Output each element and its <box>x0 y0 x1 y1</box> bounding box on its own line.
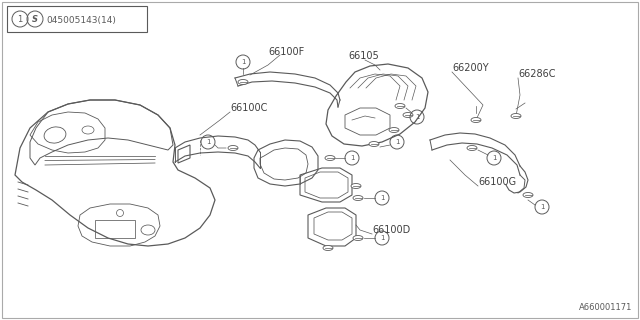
Text: 66100F: 66100F <box>268 47 304 57</box>
Text: 66286C: 66286C <box>518 69 556 79</box>
Text: 1: 1 <box>492 155 496 161</box>
Ellipse shape <box>351 183 361 188</box>
Ellipse shape <box>395 103 405 108</box>
Text: 1: 1 <box>380 235 384 241</box>
Text: 66105: 66105 <box>348 51 379 61</box>
Ellipse shape <box>325 156 335 161</box>
Text: 1: 1 <box>540 204 544 210</box>
Text: 1: 1 <box>205 139 211 145</box>
Text: 1: 1 <box>415 114 419 120</box>
Bar <box>7 6 147 32</box>
Ellipse shape <box>511 114 521 118</box>
Text: 66100G: 66100G <box>478 177 516 187</box>
Text: 1: 1 <box>395 139 399 145</box>
Ellipse shape <box>403 113 413 117</box>
Text: 66200Y: 66200Y <box>452 63 488 73</box>
Text: 66100C: 66100C <box>230 103 268 113</box>
Text: 1: 1 <box>380 195 384 201</box>
Text: 1: 1 <box>349 155 355 161</box>
Text: 1: 1 <box>17 14 22 23</box>
Ellipse shape <box>353 236 363 241</box>
Ellipse shape <box>323 245 333 251</box>
Ellipse shape <box>353 196 363 201</box>
Ellipse shape <box>369 141 379 147</box>
Ellipse shape <box>238 79 248 84</box>
Text: S: S <box>32 14 38 23</box>
Ellipse shape <box>467 146 477 150</box>
Text: 045005143(14): 045005143(14) <box>46 15 116 25</box>
Ellipse shape <box>523 193 533 197</box>
Text: A660001171: A660001171 <box>579 303 632 312</box>
Ellipse shape <box>471 117 481 123</box>
Text: 66100D: 66100D <box>372 225 410 235</box>
Ellipse shape <box>228 146 238 150</box>
Bar <box>95 220 135 238</box>
Ellipse shape <box>389 127 399 132</box>
Text: 1: 1 <box>241 59 245 65</box>
